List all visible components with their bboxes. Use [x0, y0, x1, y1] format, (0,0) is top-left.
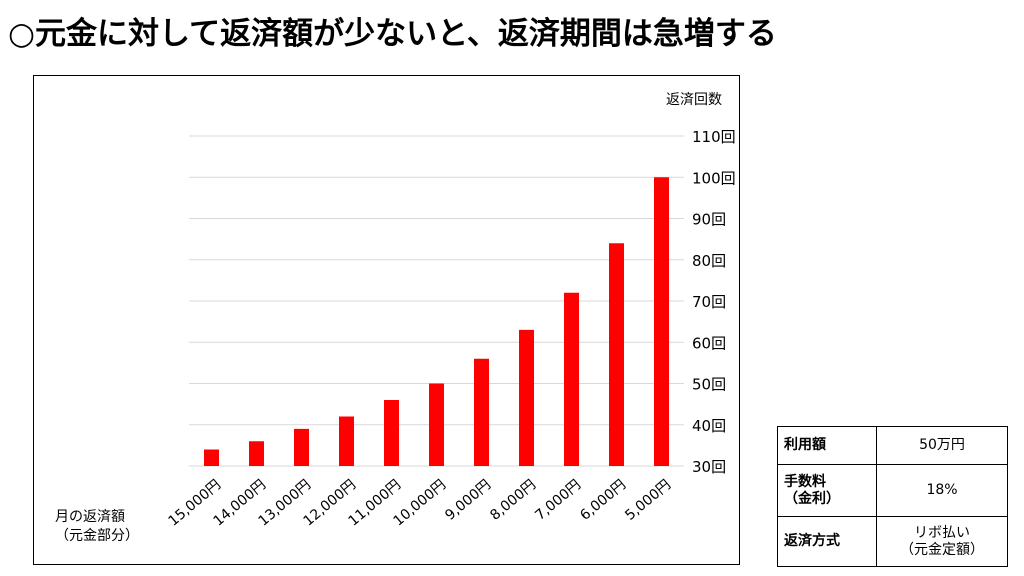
- x-axis-label-line-1: 月の返済額: [55, 509, 125, 525]
- y-tick-label: 90回: [692, 211, 726, 229]
- y-tick-label: 100回: [692, 169, 736, 187]
- row-label: 手数料 （金利）: [777, 464, 877, 517]
- row-value: 18%: [876, 464, 1008, 517]
- bar: [654, 177, 669, 466]
- x-axis-label-line-2: （元金部分）: [55, 528, 139, 544]
- x-tick-label: 5,000円: [622, 477, 674, 524]
- bar: [249, 441, 264, 466]
- x-tick-label: 7,000円: [532, 477, 584, 524]
- loan-conditions-table: 利用額 50万円手数料 （金利） 18% 返済方式 リボ払い （元金定額）: [777, 426, 1008, 567]
- x-axis-label: 月の返済額 （元金部分）: [55, 508, 139, 546]
- row-label-line: 手数料: [784, 473, 826, 490]
- y-tick-label: 70回: [692, 293, 726, 311]
- y-tick-label: 50回: [692, 376, 726, 394]
- y-tick-label: 40回: [692, 417, 726, 435]
- row-label-line: 返済方式: [784, 533, 840, 549]
- x-tick-label: 6,000円: [577, 477, 629, 524]
- row-value: 50万円: [876, 426, 1008, 465]
- x-tick-label: 8,000円: [487, 477, 539, 524]
- bar: [339, 416, 354, 466]
- table-row: 利用額 50万円: [777, 426, 1008, 465]
- y-axis-title: 返済回数: [666, 92, 722, 108]
- bar: [204, 449, 219, 466]
- row-value-line: リボ払い: [914, 524, 970, 541]
- row-value-line: 50万円: [919, 437, 965, 453]
- table-row: 返済方式 リボ払い （元金定額）: [777, 516, 1008, 567]
- bar: [384, 400, 399, 466]
- bar: [474, 358, 489, 466]
- row-value: リボ払い （元金定額）: [876, 516, 1008, 567]
- row-label-line: （金利）: [784, 490, 840, 507]
- row-label: 利用額: [777, 426, 877, 465]
- y-tick-label: 30回: [692, 458, 726, 476]
- table-row: 手数料 （金利） 18%: [777, 464, 1008, 517]
- row-value-line: 18%: [926, 482, 958, 498]
- bar: [609, 243, 624, 466]
- row-label: 返済方式: [777, 516, 877, 567]
- row-value-line: （元金定額）: [900, 541, 984, 558]
- y-tick-label: 80回: [692, 252, 726, 270]
- x-tick-label: 9,000円: [442, 477, 494, 524]
- bar: [564, 292, 579, 466]
- bar-chart: 30回40回50回60回70回80回90回100回110回返済回数15,000円…: [166, 92, 736, 530]
- bar: [294, 428, 309, 466]
- page-title: ○元金に対して返済額が少ないと、返済期間は急増する: [8, 16, 777, 52]
- bar: [429, 383, 444, 466]
- y-tick-label: 60回: [692, 334, 726, 352]
- row-label-line: 利用額: [784, 437, 826, 453]
- chart-frame: 30回 40回 50回 60回 70回 80回 90回 100回 110回 返済回数 15,000円…: [33, 75, 740, 565]
- y-tick-label: 110回: [692, 128, 736, 146]
- bar: [519, 329, 534, 466]
